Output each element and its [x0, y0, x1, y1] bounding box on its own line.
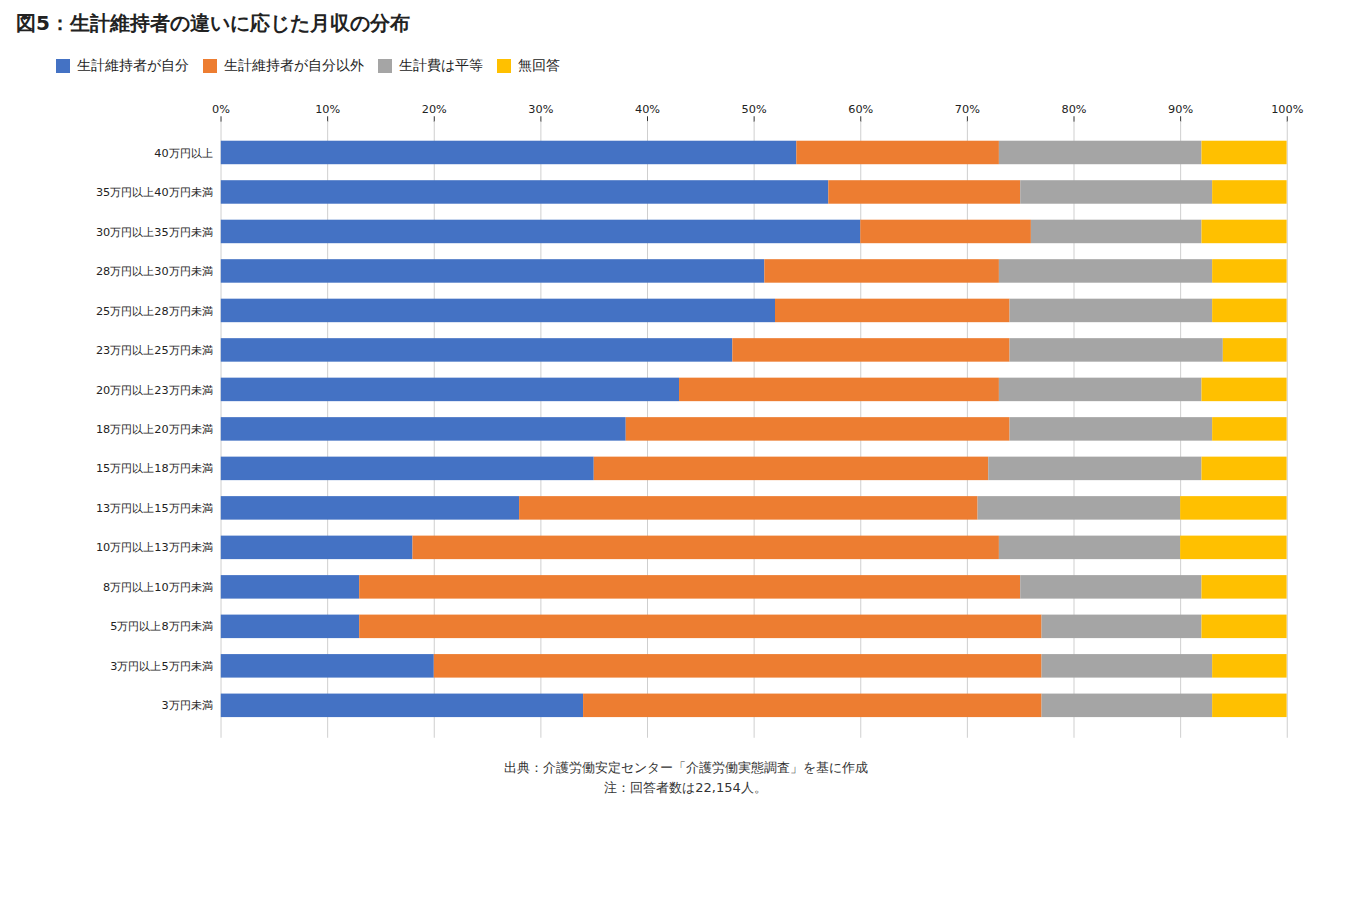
- svg-text:40万円以上: 40万円以上: [154, 147, 212, 160]
- svg-text:15万円以上18万円未満: 15万円以上18万円未満: [96, 462, 213, 475]
- svg-text:70%: 70%: [955, 103, 980, 116]
- svg-text:90%: 90%: [1168, 103, 1193, 116]
- svg-text:3万円以上5万円未満: 3万円以上5万円未満: [110, 660, 212, 673]
- html-text:無回答: 無回答: [518, 56, 560, 73]
- svg-text:5万円以上8万円未満: 5万円以上8万円未満: [110, 620, 212, 633]
- svg-text:8万円以上10万円未満: 8万円以上10万円未満: [103, 581, 213, 594]
- html-text:生計維持者が自分以外: 生計維持者が自分以外: [224, 56, 364, 73]
- svg-text:28万円以上30万円未満: 28万円以上30万円未満: [96, 265, 213, 278]
- svg-text:18万円以上20万円未満: 18万円以上20万円未満: [96, 423, 213, 436]
- svg-text:30%: 30%: [528, 103, 553, 116]
- html-text:注：回答者数は22,154人。: 注：回答者数は22,154人。: [604, 780, 767, 796]
- svg-text:20%: 20%: [422, 103, 447, 116]
- svg-text:10%: 10%: [315, 103, 340, 116]
- svg-text:100%: 100%: [1271, 103, 1304, 116]
- svg-text:20万円以上23万円未満: 20万円以上23万円未満: [96, 383, 213, 396]
- svg-text:35万円以上40万円未満: 35万円以上40万円未満: [96, 186, 213, 199]
- html-text:図5：生計維持者の違いに応じた月収の分布: 図5：生計維持者の違いに応じた月収の分布: [16, 11, 410, 35]
- svg-text:3万円未満: 3万円未満: [161, 699, 212, 712]
- svg-text:25万円以上28万円未満: 25万円以上28万円未満: [96, 305, 213, 318]
- svg-text:60%: 60%: [848, 103, 873, 116]
- svg-text:80%: 80%: [1061, 103, 1086, 116]
- svg-text:50%: 50%: [742, 103, 767, 116]
- svg-text:10万円以上13万円未満: 10万円以上13万円未満: [96, 541, 213, 554]
- svg-text:23万円以上25万円未満: 23万円以上25万円未満: [96, 344, 213, 357]
- svg-text:30万円以上35万円未満: 30万円以上35万円未満: [96, 226, 213, 239]
- html-text:出典：介護労働安定センター「介護労働実態調査」を基に作成: 出典：介護労働安定センター「介護労働実態調査」を基に作成: [503, 760, 868, 776]
- svg-text:40%: 40%: [635, 103, 660, 116]
- html-text:生計費は平等: 生計費は平等: [399, 56, 483, 73]
- html-text:生計維持者が自分: 生計維持者が自分: [77, 56, 189, 73]
- svg-text:13万円以上15万円未満: 13万円以上15万円未満: [96, 502, 213, 515]
- svg-text:0%: 0%: [212, 103, 230, 116]
